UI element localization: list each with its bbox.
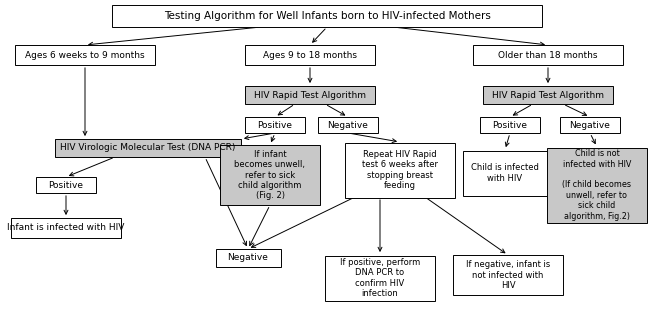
- Bar: [462, 151, 548, 196]
- Bar: [112, 5, 542, 27]
- Bar: [220, 145, 320, 205]
- Bar: [325, 256, 435, 301]
- Text: If infant
becomes unwell,
refer to sick
child algorithm
(Fig. 2): If infant becomes unwell, refer to sick …: [234, 150, 305, 200]
- Bar: [245, 117, 305, 133]
- Text: Positive: Positive: [257, 121, 293, 129]
- Bar: [453, 255, 563, 295]
- Text: Older than 18 months: Older than 18 months: [498, 51, 598, 60]
- Text: Infant is infected with HIV: Infant is infected with HIV: [7, 224, 124, 232]
- Text: Ages 6 weeks to 9 months: Ages 6 weeks to 9 months: [25, 51, 145, 60]
- Bar: [11, 218, 121, 238]
- Text: Repeat HIV Rapid
test 6 weeks after
stopping breast
feeding: Repeat HIV Rapid test 6 weeks after stop…: [362, 150, 438, 190]
- Bar: [345, 142, 455, 198]
- Bar: [473, 45, 623, 65]
- Text: HIV Rapid Test Algorithm: HIV Rapid Test Algorithm: [492, 91, 604, 99]
- Text: If negative, infant is
not infected with
HIV: If negative, infant is not infected with…: [466, 260, 550, 290]
- Text: Negative: Negative: [570, 121, 610, 129]
- Bar: [318, 117, 378, 133]
- Bar: [245, 45, 375, 65]
- Bar: [480, 117, 540, 133]
- Bar: [483, 86, 613, 104]
- Bar: [215, 249, 280, 267]
- Text: Ages 9 to 18 months: Ages 9 to 18 months: [263, 51, 357, 60]
- Text: HIV Virologic Molecular Test (DNA PCR): HIV Virologic Molecular Test (DNA PCR): [60, 143, 236, 153]
- Bar: [547, 147, 647, 223]
- Bar: [245, 86, 375, 104]
- Text: Positive: Positive: [493, 121, 527, 129]
- Bar: [55, 139, 241, 157]
- Text: Negative: Negative: [227, 254, 269, 262]
- Text: Negative: Negative: [328, 121, 368, 129]
- Text: Positive: Positive: [48, 181, 83, 189]
- Text: Child is infected
with HIV: Child is infected with HIV: [471, 163, 539, 183]
- Text: Testing Algorithm for Well Infants born to HIV-infected Mothers: Testing Algorithm for Well Infants born …: [164, 11, 491, 21]
- Text: Child is not
infected with HIV

(If child becomes
unwell, refer to
sick child
al: Child is not infected with HIV (If child…: [563, 149, 631, 221]
- Text: If positive, perform
DNA PCR to
confirm HIV
infection: If positive, perform DNA PCR to confirm …: [340, 258, 420, 298]
- Text: HIV Rapid Test Algorithm: HIV Rapid Test Algorithm: [254, 91, 366, 99]
- Bar: [15, 45, 155, 65]
- Bar: [560, 117, 620, 133]
- Bar: [36, 177, 96, 193]
